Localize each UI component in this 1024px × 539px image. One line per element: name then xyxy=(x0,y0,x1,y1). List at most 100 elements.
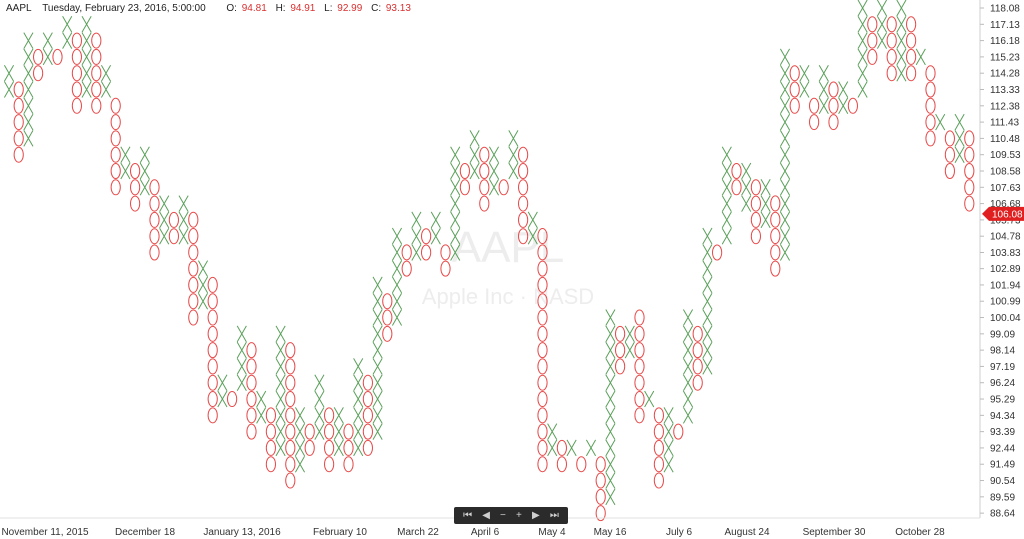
x-box xyxy=(857,81,868,98)
low-label: L: xyxy=(324,3,333,14)
x-box xyxy=(372,358,383,375)
x-box xyxy=(547,439,558,457)
o-box xyxy=(537,391,548,408)
o-box xyxy=(789,81,800,98)
o-box xyxy=(886,32,897,49)
x-box xyxy=(896,48,907,66)
y-tick-label: 107.63 xyxy=(990,183,1021,194)
x-box xyxy=(178,227,189,245)
o-box xyxy=(285,423,296,440)
x-box xyxy=(527,227,538,245)
x-box xyxy=(896,16,907,33)
zoom-out-button[interactable]: − xyxy=(500,510,506,521)
o-box xyxy=(285,456,296,473)
x-box xyxy=(256,407,267,424)
x-box xyxy=(876,0,888,17)
o-box xyxy=(595,456,606,473)
x-box xyxy=(197,260,209,277)
x-tick-label: September 30 xyxy=(803,527,866,538)
y-tick-label: 118.08 xyxy=(990,4,1020,15)
x-box xyxy=(333,423,344,440)
o-box xyxy=(382,309,393,326)
x-box xyxy=(605,325,616,343)
o-box xyxy=(925,81,936,98)
go-to-start-button[interactable]: ⏮ xyxy=(463,510,473,521)
go-to-end-button[interactable]: ⏭ xyxy=(549,510,559,521)
o-box xyxy=(789,65,800,82)
close-label: C: xyxy=(371,3,382,14)
x-box xyxy=(159,195,170,212)
ohlc-legend: AAPL Tuesday, February 23, 2016, 5:00:00… xyxy=(6,3,417,14)
o-box xyxy=(285,407,296,424)
close-value: 93.13 xyxy=(385,3,411,14)
o-box xyxy=(149,211,160,228)
y-tick-label: 89.59 xyxy=(990,492,1015,503)
o-box xyxy=(595,505,606,522)
x-box xyxy=(605,472,616,489)
x-box xyxy=(605,423,616,440)
x-box xyxy=(663,455,674,473)
o-box xyxy=(130,179,141,196)
o-box xyxy=(731,163,742,179)
o-box xyxy=(91,97,102,114)
x-box xyxy=(741,162,752,180)
x-box xyxy=(663,439,674,457)
o-box xyxy=(770,244,781,261)
y-tick-label: 94.34 xyxy=(990,411,1015,422)
x-tick-label: May 4 xyxy=(538,527,566,538)
o-box xyxy=(188,211,199,228)
x-box xyxy=(585,439,597,457)
o-box xyxy=(886,48,897,65)
o-box xyxy=(653,456,665,473)
o-box xyxy=(809,114,820,131)
x-box xyxy=(256,390,267,408)
o-box xyxy=(653,407,665,424)
y-tick-label: 99.09 xyxy=(990,329,1015,340)
o-box xyxy=(188,244,199,261)
x-box xyxy=(605,439,616,457)
scroll-right-button[interactable]: ▶ xyxy=(532,510,540,521)
o-box xyxy=(828,97,839,114)
watermark: AAPL Apple Inc · NASD xyxy=(422,223,594,309)
x-box xyxy=(721,179,732,196)
symbol-label: AAPL xyxy=(6,3,32,14)
o-box xyxy=(847,97,859,114)
x-box xyxy=(857,32,868,49)
x-box xyxy=(508,162,519,180)
x-box xyxy=(779,211,791,229)
x-box xyxy=(314,390,325,408)
x-box xyxy=(100,64,112,82)
x-box xyxy=(760,179,771,196)
o-box xyxy=(421,244,432,261)
o-box xyxy=(537,309,548,326)
x-box xyxy=(333,439,344,457)
x-box xyxy=(566,439,577,457)
scroll-left-button[interactable]: ◀ xyxy=(482,510,490,521)
x-box xyxy=(605,455,616,473)
x-tick-label: April 6 xyxy=(471,527,500,538)
o-box xyxy=(479,146,490,163)
o-box xyxy=(13,97,24,114)
x-box xyxy=(391,292,403,310)
x-box xyxy=(857,48,868,66)
x-box xyxy=(779,81,791,98)
plot-area[interactable] xyxy=(3,0,975,522)
o-box xyxy=(964,163,975,179)
open-label: O: xyxy=(226,3,237,14)
x-tick-label: October 28 xyxy=(895,527,945,538)
o-box xyxy=(770,228,781,245)
zoom-in-button[interactable]: + xyxy=(516,510,522,521)
y-tick-label: 97.19 xyxy=(990,362,1015,373)
x-box xyxy=(779,146,791,163)
y-tick-label: 110.48 xyxy=(990,134,1020,145)
o-box xyxy=(324,439,335,456)
o-box xyxy=(149,244,160,261)
x-box xyxy=(236,341,247,359)
x-tick-label: July 6 xyxy=(666,527,693,538)
o-box xyxy=(964,179,975,196)
o-box xyxy=(246,358,257,375)
o-box xyxy=(537,244,548,261)
o-box xyxy=(71,32,83,49)
x-box xyxy=(353,423,364,440)
x-box xyxy=(450,179,461,196)
